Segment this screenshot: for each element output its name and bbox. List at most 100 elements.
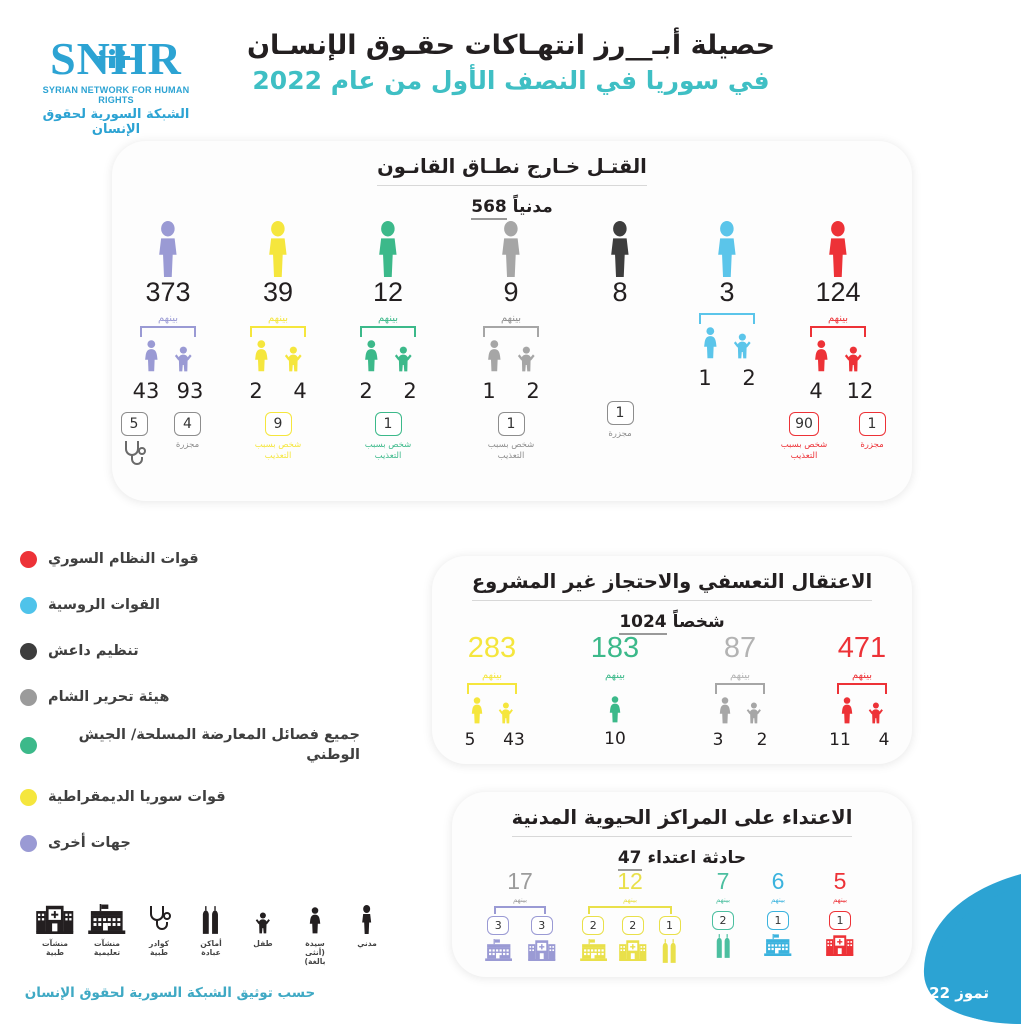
header: SNHR SYRIAN NETWORK FOR HUMAN RIGHTS الش… xyxy=(0,0,1021,137)
actor-total: 283 xyxy=(467,632,517,664)
icon-legend-label: سيدة (أنثى بالغة) xyxy=(304,939,326,966)
woman-count: 11 xyxy=(829,730,851,750)
card1-subtotal: مدنياً 568 xyxy=(112,197,912,220)
among-them-label: بينهم xyxy=(729,670,751,681)
woman-icon xyxy=(608,696,622,727)
child-woman-icons xyxy=(778,340,898,376)
child-woman-icons xyxy=(437,697,547,728)
badge-value: 1 xyxy=(374,412,402,436)
legend-color-dot xyxy=(20,689,37,707)
badge-caption: مجزرة xyxy=(175,440,200,450)
actor-total: 17 xyxy=(507,868,533,894)
icon-legend-label: أماكن عبادة xyxy=(200,939,222,957)
logo-arabic-name: الشبكة السورية لحقوق الإنسان xyxy=(42,107,190,137)
legend-color-dot xyxy=(20,835,37,853)
woman-count: 5 xyxy=(464,730,476,750)
among-them-label: بينهم xyxy=(622,896,638,904)
medical-staff-icon xyxy=(146,900,172,934)
breakdown-badges: 1 2 2 xyxy=(565,916,695,967)
teal-shape-icon xyxy=(923,874,1021,1024)
bracket-connector xyxy=(437,683,547,695)
card2-title: الاعتقال التعسفي والاحتجاز غير المشروع xyxy=(432,556,912,601)
arrest-column-3: 471 بينهم 4 11 xyxy=(807,632,917,750)
card2-subtotal-number: 1024 xyxy=(619,612,667,635)
card-extrajudicial-killing: القتـل خـارج نطـاق القانـون مدنياً 568 3… xyxy=(112,141,912,501)
bracket-connector xyxy=(451,326,571,338)
place-of-worship-icon xyxy=(662,939,677,967)
attack-column-1: 12 بينهم 1 2 xyxy=(565,868,695,967)
among-them-label: بينهم xyxy=(827,313,849,324)
educational-facility-icon xyxy=(764,934,792,960)
icon-legend-item-2: كوادر طبية xyxy=(140,900,178,966)
child-icon xyxy=(498,702,514,728)
legend-item-2[interactable]: تنظيم داعش xyxy=(20,642,360,662)
breakdown-value: 2 xyxy=(621,916,644,935)
footer-note: حسب توثيق الشبكة السورية لحقوق الإنسان xyxy=(24,985,316,1001)
child-woman-icons xyxy=(328,340,448,376)
legend-item-4[interactable]: جميع فصائل المعارضة المسلحة/ الجيش الوطن… xyxy=(20,726,360,765)
among-them-label: بينهم xyxy=(267,313,289,324)
card3-title-text: الاعتداء على المراكز الحيوية المدنية xyxy=(511,806,853,837)
legend-item-1[interactable]: القوات الروسية xyxy=(20,596,360,616)
logo-wordmark-text: SNHR xyxy=(50,33,182,84)
killing-column-0: 373 بينهم 93 43 4 مجزرة xyxy=(108,217,228,473)
child-icon xyxy=(746,702,762,728)
legend-item-label: جهات أخرى xyxy=(48,835,131,851)
breakdown-badges: 1 xyxy=(748,911,808,960)
actor-total: 7 xyxy=(716,868,730,894)
breakdown-item-0: 3 xyxy=(528,916,556,965)
medical-facility-icon xyxy=(619,939,647,965)
bracket-connector xyxy=(328,326,448,338)
badge-group: 4 مجزرة 5 xyxy=(108,412,228,473)
legend-item-5[interactable]: قوات سوريا الديمقراطية xyxy=(20,788,360,808)
legend-item-label: هيئة تحرير الشام xyxy=(48,689,170,705)
breakdown-value: 3 xyxy=(487,916,510,935)
child-count: 2 xyxy=(526,379,540,403)
killing-column-1: 39 بينهم 4 2 9 شخص بسبب التعذيب xyxy=(218,217,338,461)
legend-item-3[interactable]: هيئة تحرير الشام xyxy=(20,688,360,708)
among-them-label: بينهم xyxy=(481,670,503,681)
legend-item-6[interactable]: جهات أخرى xyxy=(20,834,360,854)
badge-0: 1 مجزرة xyxy=(844,412,900,461)
actor-total: 39 xyxy=(262,277,294,307)
actor-total: 5 xyxy=(833,868,847,894)
breakdown-item-1: 2 xyxy=(619,916,647,967)
actor-figure-icon xyxy=(328,217,448,277)
breakdown-item-2: 2 xyxy=(579,916,608,967)
breakdown-value: 2 xyxy=(712,911,734,930)
legend-item-0[interactable]: قوات النظام السوري xyxy=(20,550,360,570)
attack-column-2: 7 بينهم 2 xyxy=(693,868,753,962)
badge-value: 1 xyxy=(497,412,525,436)
actor-total: 124 xyxy=(815,277,861,307)
woman-count: 10 xyxy=(604,729,626,749)
child-count: 93 xyxy=(176,379,204,403)
legend-color-dot xyxy=(20,551,37,569)
badge-caption: شخص بسبب التعذيب xyxy=(780,440,828,461)
badge-group: 1 شخص بسبب التعذيب xyxy=(451,412,571,461)
woman-icon xyxy=(702,327,719,363)
badge-group: 1 شخص بسبب التعذيب xyxy=(328,412,448,461)
arrest-column-1: 183 بينهم 10 xyxy=(560,632,670,749)
breakdown-value: 1 xyxy=(658,916,681,935)
card1-columns: 373 بينهم 93 43 4 مجزرة xyxy=(112,217,912,487)
card2-subtotal-unit: شخصاً xyxy=(672,612,725,632)
child-woman-counts: 2 3 xyxy=(685,730,795,750)
breakdown-item-0: 1 xyxy=(658,916,681,967)
actor-total: 373 xyxy=(145,277,191,307)
child-woman-icons xyxy=(108,340,228,376)
arrest-column-0: 283 بينهم 43 5 xyxy=(437,632,547,750)
badge-group: 9 شخص بسبب التعذيب xyxy=(218,412,338,461)
bracket-connector xyxy=(565,906,695,915)
woman-icon xyxy=(486,340,503,376)
woman-icon xyxy=(840,697,854,728)
woman-icon xyxy=(363,340,380,376)
badge-0: 1 شخص بسبب التعذيب xyxy=(360,412,416,461)
teal-corner-decoration xyxy=(806,874,1021,1024)
child-woman-icons xyxy=(218,340,338,376)
badge-value: 4 xyxy=(174,412,201,436)
legend-item-label: تنظيم داعش xyxy=(48,643,139,659)
actor-total: 12 xyxy=(617,868,643,894)
legend-item-label: جميع فصائل المعارضة المسلحة/ الجيش الوطن… xyxy=(78,727,360,763)
card1-title-text: القتـل خـارج نطـاق القانـون xyxy=(377,155,647,186)
woman-count-wrap: 10 xyxy=(560,729,670,749)
